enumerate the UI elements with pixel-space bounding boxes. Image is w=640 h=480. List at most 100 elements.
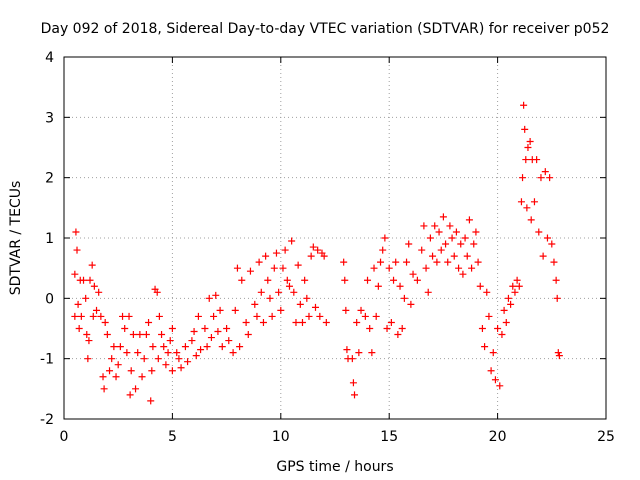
axis-ticks: 0 5 10 15 20 25 -2 -1 0 1 2 3 4 [40,50,615,445]
data-point [110,343,118,351]
data-point [207,334,215,342]
data-point [489,349,497,357]
data-point [463,252,471,260]
data-point [155,312,163,320]
data-point [290,288,298,296]
data-point [71,270,79,278]
data-point [168,367,176,375]
data-point [84,355,92,363]
data-point [424,288,432,296]
data-point [223,325,231,332]
data-point [364,276,372,284]
data-point [225,337,233,345]
data-point [126,391,134,399]
x-tick-label: 25 [597,429,615,445]
data-point [368,349,376,357]
data-point [546,174,554,182]
y-tick-label: -1 [40,352,54,368]
data-point [487,367,495,375]
data-point [343,346,351,354]
data-point [162,361,170,369]
data-point [413,276,421,284]
data-point [385,264,393,272]
data-point [246,267,254,275]
data-point [498,331,506,339]
x-tick-label: 15 [380,429,398,445]
data-point [437,246,445,254]
data-point [407,300,415,308]
data-point [372,312,380,320]
data-point [504,294,512,302]
data-point [481,343,489,351]
data-point [351,391,359,399]
data-point [283,276,291,284]
data-point [285,282,293,290]
data-point [450,252,458,260]
data-point [455,264,463,272]
data-point [311,303,319,311]
y-tick-label: 1 [45,231,54,247]
data-point [214,328,222,336]
data-point [125,312,133,320]
data-point [483,288,491,296]
data-point [266,294,274,302]
data-point [353,318,361,326]
data-point [452,228,460,236]
data-point [511,288,519,296]
data-point [507,300,515,308]
y-tick-label: 4 [45,50,54,66]
data-point [459,270,467,278]
data-point [400,294,408,302]
data-point [322,318,330,326]
data-point [72,228,80,236]
data-point [175,355,183,363]
y-tick-label: 2 [45,171,54,187]
data-point [158,331,166,339]
data-point [75,325,83,332]
data-point [192,352,200,360]
data-point [149,343,157,351]
data-point [218,343,226,351]
data-point [148,367,156,375]
data-point [383,325,391,332]
data-point [307,252,315,260]
data-point [553,294,561,302]
data-point [426,234,434,242]
x-tick-label: 20 [489,429,507,445]
x-tick-label: 10 [272,429,290,445]
data-point [370,264,378,272]
data-point [298,318,306,326]
data-point [129,331,137,339]
data-point [494,325,502,332]
data-point [550,258,558,266]
data-point [292,318,300,326]
data-point [173,349,181,357]
data-point [320,252,328,260]
data-point [377,258,385,266]
data-point [136,331,144,339]
data-point [381,234,389,242]
data-point [112,373,120,381]
data-point [374,282,382,290]
data-point [268,312,276,320]
data-point [500,306,508,314]
data-point [515,282,523,290]
data-point [476,282,484,290]
data-point [554,349,562,357]
data-point [154,355,162,363]
data-point [422,264,430,272]
data-point [73,246,81,254]
data-point [138,373,146,381]
data-point [168,325,176,332]
data-point [238,276,246,284]
data-point [71,312,79,320]
data-point [83,331,91,339]
data-point [212,291,220,299]
y-tick-label: 0 [45,291,54,307]
data-point [231,306,239,314]
data-point [431,222,439,230]
data-point [303,294,311,302]
data-point [524,144,532,151]
data-point [203,343,211,351]
